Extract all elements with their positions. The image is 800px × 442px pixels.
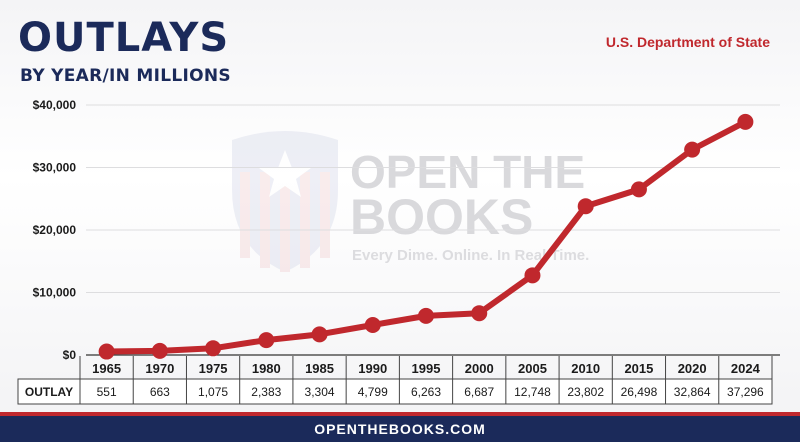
x-tick-label: 1995 — [412, 361, 441, 376]
y-tick-label: $40,000 — [33, 98, 77, 112]
data-value-label: 23,802 — [567, 385, 604, 399]
y-tick-label: $30,000 — [33, 161, 77, 175]
x-tick-label: 1970 — [145, 361, 174, 376]
x-tick-label: 2024 — [731, 361, 761, 376]
x-tick-label: 2005 — [518, 361, 547, 376]
data-value-label: 663 — [150, 385, 170, 399]
watermark: OPEN THE BOOKS Every Dime. Online. In Re… — [232, 131, 589, 272]
data-point — [630, 181, 647, 198]
series-points — [98, 113, 754, 360]
x-tick-label: 1990 — [358, 361, 387, 376]
y-tick-label: $20,000 — [33, 223, 77, 237]
grid — [86, 104, 780, 356]
x-tick-label: 1975 — [199, 361, 228, 376]
agency-label: U.S. Department of State — [605, 34, 770, 50]
watermark-tagline: Every Dime. Online. In Real Time. — [352, 247, 589, 264]
data-point — [258, 332, 275, 349]
x-tick-label: 1985 — [305, 361, 334, 376]
data-point — [418, 307, 434, 324]
data-value-label: 32,864 — [674, 385, 711, 399]
data-point — [311, 326, 328, 343]
x-tick-label: 2015 — [624, 361, 653, 376]
data-value-label: 6,263 — [411, 385, 441, 399]
data-point — [684, 141, 701, 158]
data-point — [151, 342, 168, 359]
data-value-label: 2,383 — [251, 385, 281, 399]
y-tick-label: $0 — [63, 348, 77, 362]
x-tick-label: 1980 — [252, 361, 281, 376]
data-value-label: 551 — [97, 385, 117, 399]
data-point — [471, 305, 488, 322]
table-value-row — [17, 378, 773, 405]
data-point — [364, 317, 381, 334]
data-point — [205, 340, 222, 357]
x-tick-label: 1965 — [92, 361, 121, 376]
data-value-label: 37,296 — [727, 385, 764, 399]
data-point — [524, 267, 541, 284]
data-value-label: 4,799 — [358, 385, 388, 399]
data-point — [577, 198, 594, 215]
shield-icon — [232, 131, 338, 272]
y-axis-labels: $0 $10,000 $20,000 $30,000 $40,000 — [33, 98, 77, 362]
footer-banner: OPENTHEBOOKS.COM — [0, 412, 800, 442]
data-table: OUTLAY 1965 551 1970 663 1975 1,075 1980 2,383 19… — [17, 356, 773, 405]
table-row-label: OUTLAY — [25, 385, 73, 399]
x-tick-label: 2000 — [465, 361, 494, 376]
data-point — [98, 343, 115, 360]
y-tick-label: $10,000 — [33, 286, 77, 300]
x-tick-label: 2020 — [678, 361, 707, 376]
x-tick-label: 2010 — [571, 361, 600, 376]
chart-subtitle: BY YEAR/IN MILLIONS — [20, 66, 231, 86]
data-value-label: 6,687 — [464, 385, 494, 399]
watermark-line1: OPEN THE — [350, 146, 585, 198]
data-point — [737, 113, 754, 130]
data-value-label: 3,304 — [305, 385, 335, 399]
watermark-line2: BOOKS — [350, 189, 533, 245]
data-value-label: 1,075 — [198, 385, 228, 399]
data-value-label: 12,748 — [514, 385, 551, 399]
data-value-label: 26,498 — [621, 385, 658, 399]
chart-title: OUTLAYS — [18, 15, 230, 61]
